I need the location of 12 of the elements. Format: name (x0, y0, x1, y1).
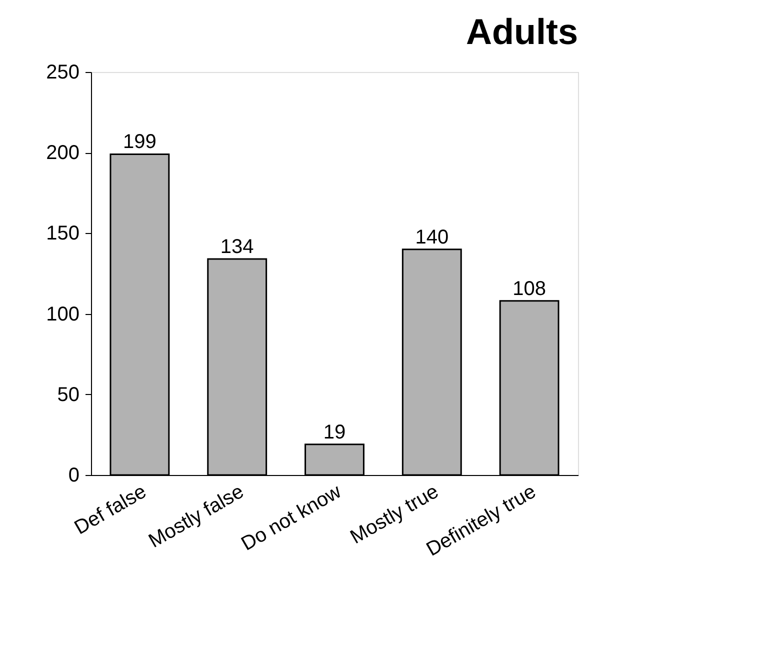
y-tick-label: 150 (46, 222, 80, 245)
y-tick-label: 250 (46, 62, 80, 84)
y-tick-label: 200 (46, 142, 80, 164)
data-label: 19 (323, 421, 346, 444)
data-label: 199 (123, 131, 156, 154)
y-tick-label: 100 (46, 303, 80, 326)
data-label: 134 (220, 236, 254, 258)
y-tick-label: 50 (57, 384, 80, 406)
data-label: 140 (415, 226, 449, 248)
chart-title: Adults (466, 11, 578, 52)
y-tick-label: 0 (68, 464, 80, 486)
data-label: 108 (512, 278, 546, 300)
